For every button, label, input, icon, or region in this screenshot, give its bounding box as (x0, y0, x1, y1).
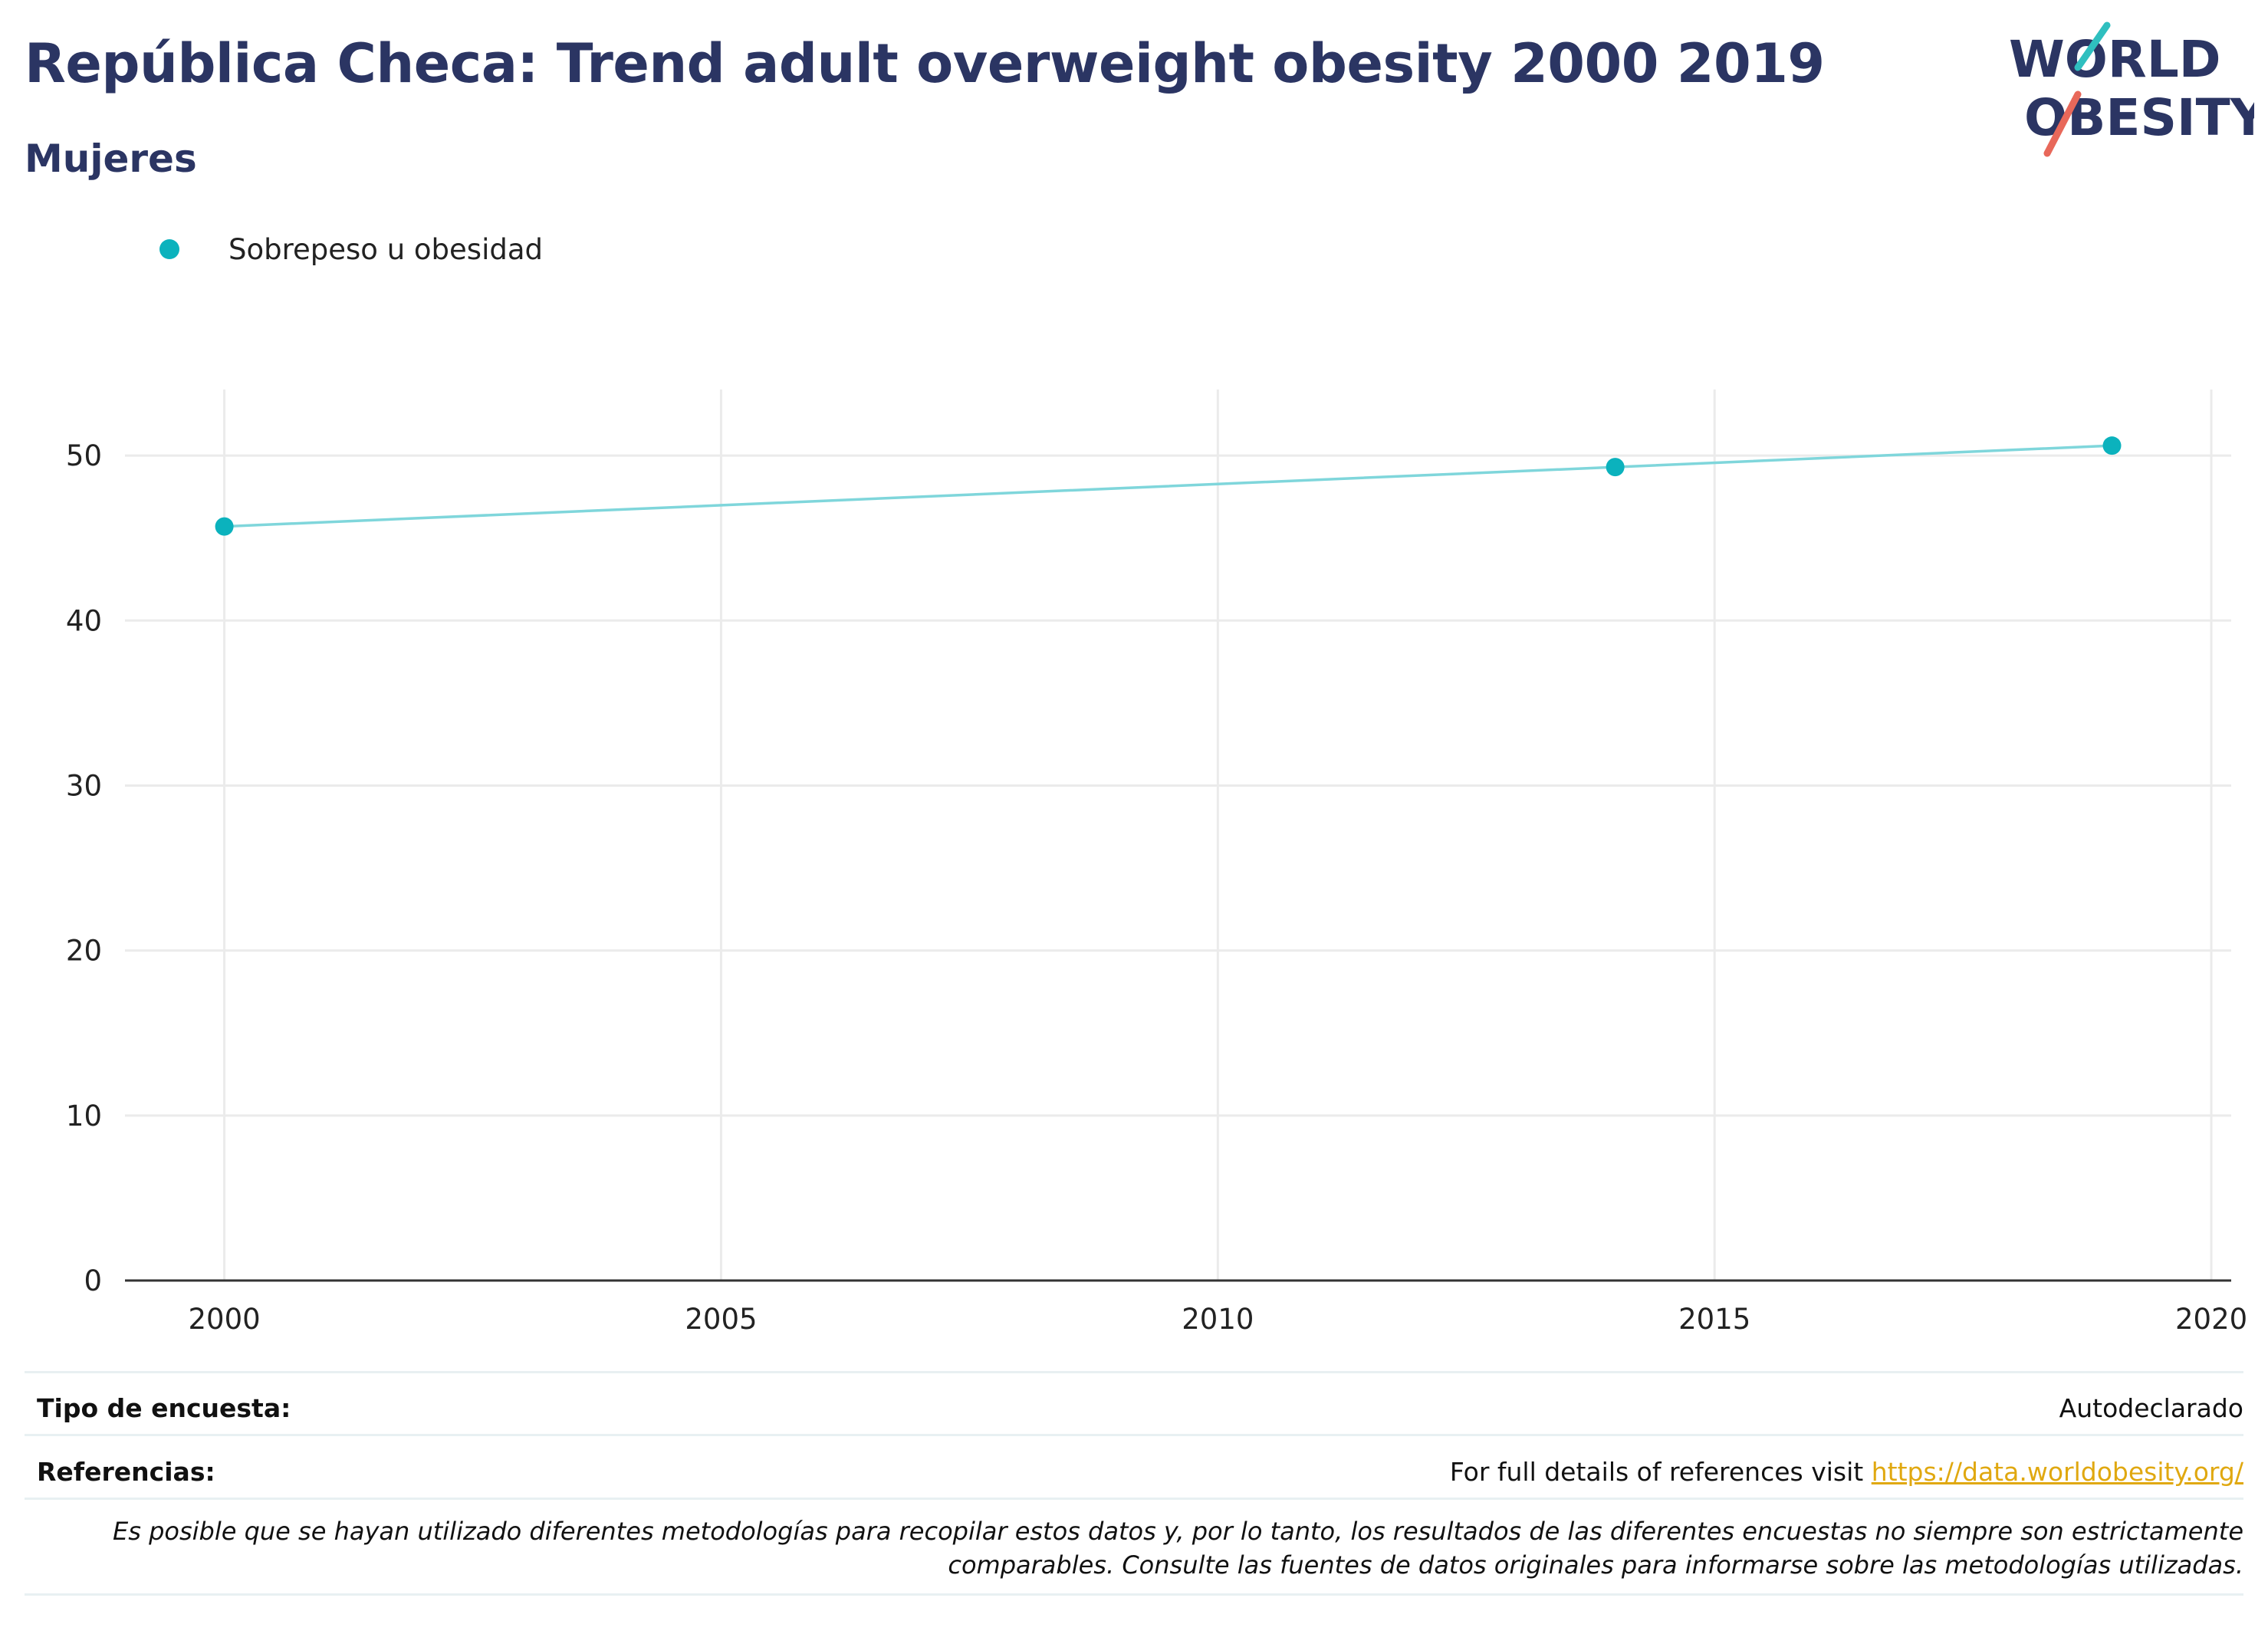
footer-divider-end (25, 1593, 2243, 1596)
axis-layer: 0 10 20 30 40 50 2000 2005 2010 2015 2020 (66, 439, 2247, 1336)
x-tick-label: 2010 (1182, 1303, 1254, 1336)
logo-line-world: WORLD (2009, 30, 2221, 89)
footer-divider-middle (25, 1434, 2243, 1436)
series-line (224, 444, 2112, 528)
references-value: For full details of references visit htt… (1450, 1457, 2243, 1487)
line-chart: 0 10 20 30 40 50 2000 2005 2010 2015 2020 (66, 390, 2247, 1336)
x-tick-label: 2020 (2175, 1303, 2247, 1336)
logo-slash-teal (2074, 21, 2111, 71)
footer-divider-bottom (25, 1498, 2243, 1500)
references-label: Referencias: (37, 1457, 215, 1487)
y-tick-label: 40 (66, 604, 102, 637)
legend-marker (159, 239, 179, 259)
x-tick-label: 2015 (1678, 1303, 1750, 1336)
references-text: For full details of references visit (1449, 1457, 1872, 1487)
y-tick-label: 50 (66, 439, 102, 472)
legend-label: Sobrepeso u obesidad (228, 232, 543, 266)
data-point (215, 517, 234, 536)
data-point (1606, 458, 1625, 477)
logo-slash-coral (2043, 90, 2082, 157)
x-tick-label: 2000 (188, 1303, 260, 1336)
series-layer (215, 436, 2122, 536)
y-tick-label: 0 (84, 1264, 102, 1297)
grid-layer (125, 390, 2231, 1281)
survey-type-value: Autodeclarado (2059, 1393, 2243, 1423)
y-tick-label: 20 (66, 935, 102, 968)
references-link[interactable]: https://data.worldobesity.org/ (1871, 1457, 2243, 1487)
world-obesity-logo: WORLD OBESITY (2009, 21, 2254, 157)
chart-subtitle: Mujeres (25, 136, 197, 181)
methodology-note: Es posible que se hayan utilizado difere… (113, 1517, 2243, 1580)
y-tick-label: 30 (66, 769, 102, 802)
survey-type-label: Tipo de encuesta: (37, 1393, 291, 1423)
chart-legend[interactable]: Sobrepeso u obesidad (159, 230, 543, 268)
data-point (2102, 436, 2122, 455)
x-tick-label: 2005 (685, 1303, 757, 1336)
y-tick-label: 10 (66, 1100, 102, 1133)
chart-title: República Checa: Trend adult overweight … (25, 32, 1825, 95)
footer-divider-top (25, 1371, 2243, 1373)
